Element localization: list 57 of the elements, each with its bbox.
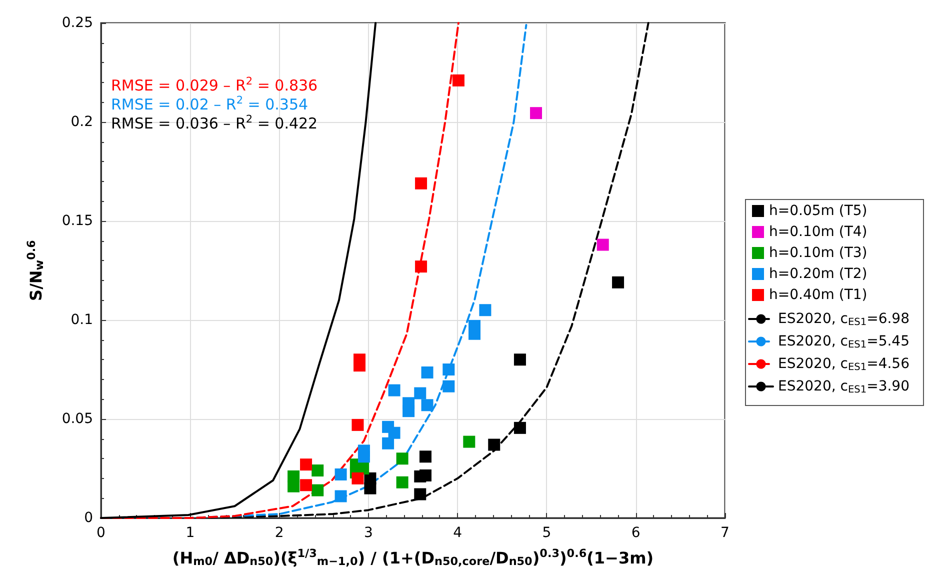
point [388, 426, 400, 439]
point [421, 366, 434, 378]
point [388, 384, 400, 396]
point [364, 482, 376, 494]
point [421, 399, 434, 412]
x-tick-label: 7 [720, 525, 730, 541]
point [300, 458, 312, 471]
point [334, 468, 347, 480]
point [414, 387, 426, 400]
point [414, 470, 426, 482]
point [442, 380, 455, 392]
point [402, 405, 415, 418]
legend-label: h=0.40m (T1) [769, 287, 868, 303]
point [415, 177, 428, 190]
point [419, 450, 432, 463]
x-tick-label: 6 [631, 525, 640, 541]
legend-label: h=0.10m (T3) [769, 245, 868, 261]
y-tick-label: 0.05 [62, 411, 93, 427]
point [442, 364, 455, 376]
point [352, 472, 364, 484]
point [300, 479, 312, 492]
point [312, 484, 324, 496]
point [514, 354, 526, 366]
y-tick-label: 0.1 [70, 312, 93, 328]
point [488, 438, 500, 451]
point [352, 418, 364, 431]
y-tick-label: 0.15 [62, 213, 93, 229]
x-tick-label: 1 [186, 525, 195, 541]
point [463, 436, 476, 448]
y-tick-label: 0.25 [62, 15, 93, 31]
point [312, 464, 324, 476]
x-tick-label: 5 [542, 525, 552, 541]
legend-label: h=0.05m (T5) [769, 203, 868, 219]
legend-label: h=0.20m (T2) [769, 266, 868, 282]
point [452, 74, 464, 86]
x-tick-label: 4 [453, 525, 462, 541]
point [334, 490, 347, 502]
x-tick-label: 0 [96, 525, 106, 541]
point [382, 437, 394, 450]
point [612, 276, 624, 288]
y-axis-title: S/Nw0.6 [25, 240, 46, 301]
point [415, 260, 428, 273]
x-tick-label: 2 [274, 525, 284, 541]
y-tick-label: 0 [84, 510, 93, 526]
legend-label: h=0.10m (T4) [769, 224, 868, 240]
y-tick-label: 0.2 [70, 114, 93, 130]
point [514, 422, 526, 434]
point [414, 488, 426, 500]
point [596, 238, 609, 251]
point [288, 480, 300, 492]
point [358, 450, 370, 463]
point [530, 107, 542, 120]
point [396, 452, 408, 465]
point [396, 476, 408, 488]
x-tick-label: 3 [364, 525, 373, 541]
point [479, 304, 492, 316]
point [354, 360, 366, 372]
